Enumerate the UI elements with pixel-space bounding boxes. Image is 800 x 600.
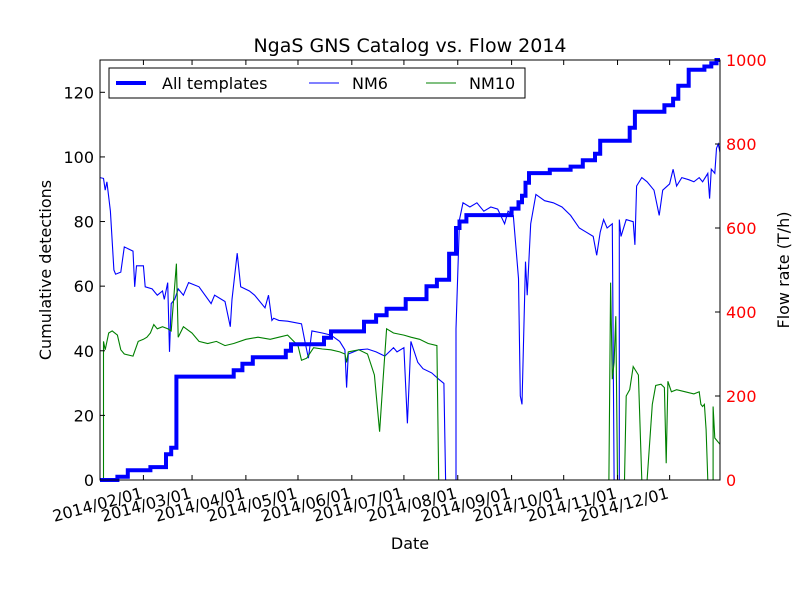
- y-axis-label: Cumulative detections: [36, 180, 55, 360]
- chart-title: NgaS GNS Catalog vs. Flow 2014: [253, 35, 566, 57]
- series-line-all-templates: [100, 58, 720, 482]
- y-tick-label: 0: [84, 471, 94, 490]
- y-tick-label: 40: [74, 342, 94, 361]
- y-tick-label: 120: [63, 83, 94, 102]
- legend-label-nm6: NM6: [352, 74, 388, 93]
- y2-tick-label: 800: [726, 135, 757, 154]
- y-tick-label: 80: [74, 213, 94, 232]
- y-tick-label: 100: [63, 148, 94, 167]
- y2-tick-label: 1000: [726, 51, 767, 70]
- series-line-nm10: [100, 263, 721, 481]
- y-tick-label: 20: [74, 406, 94, 425]
- plot-frame: [99, 59, 721, 481]
- right-axis-ticks: 0 200 400 600 800 1000: [715, 51, 767, 490]
- plot-area: [100, 60, 720, 480]
- series-layer: [99, 58, 721, 482]
- left-axis-ticks: 0 20 40 60 80 100 120: [63, 83, 105, 490]
- y2-tick-label: 400: [726, 303, 757, 322]
- y-tick-label: 60: [74, 277, 94, 296]
- y2-tick-label: 200: [726, 387, 757, 406]
- y2-tick-label: 0: [726, 471, 736, 490]
- legend-label-all-templates: All templates: [162, 74, 267, 93]
- y2-axis-label: Flow rate (T/h): [774, 212, 793, 329]
- y2-tick-label: 600: [726, 219, 757, 238]
- legend: All templates NM6 NM10: [108, 67, 526, 99]
- x-axis-label: Date: [391, 534, 429, 553]
- legend-label-nm10: NM10: [469, 74, 515, 93]
